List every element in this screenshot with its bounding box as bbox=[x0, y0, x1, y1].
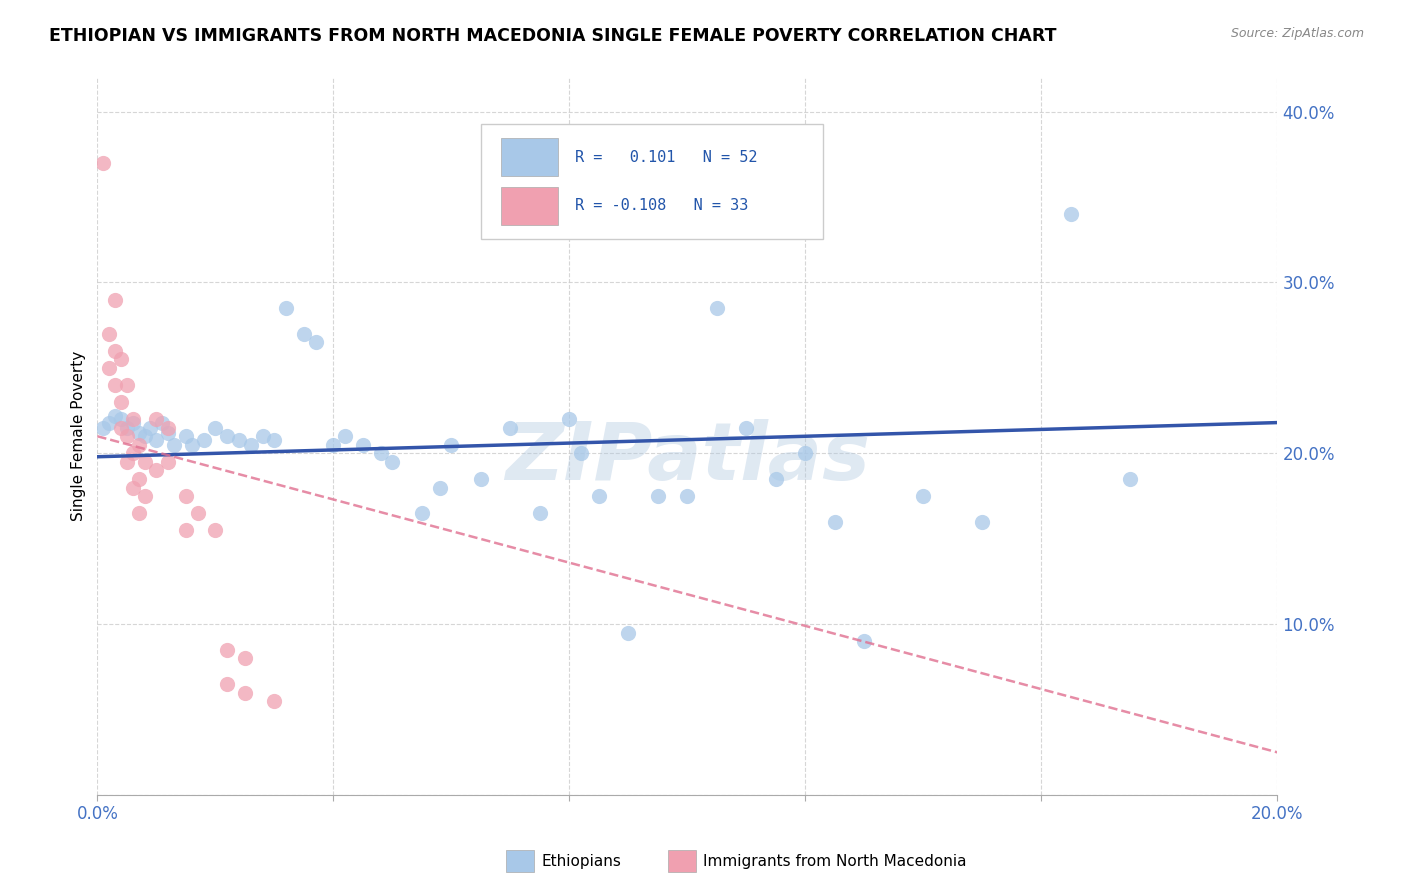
Point bbox=[121, 416, 143, 430]
Point bbox=[157, 425, 180, 440]
Point bbox=[174, 523, 197, 537]
Point bbox=[150, 416, 173, 430]
Point bbox=[187, 506, 209, 520]
Point bbox=[411, 506, 433, 520]
Point bbox=[110, 412, 132, 426]
Point bbox=[98, 360, 121, 375]
Point bbox=[322, 438, 344, 452]
Point bbox=[217, 677, 239, 691]
Point bbox=[647, 489, 669, 503]
Point bbox=[115, 455, 138, 469]
Point bbox=[1060, 207, 1083, 221]
Point bbox=[157, 420, 180, 434]
Point bbox=[128, 425, 150, 440]
Point bbox=[381, 455, 404, 469]
Point bbox=[370, 446, 392, 460]
Point bbox=[470, 472, 492, 486]
Point bbox=[98, 416, 121, 430]
Text: Immigrants from North Macedonia: Immigrants from North Macedonia bbox=[703, 855, 966, 869]
Point bbox=[121, 412, 143, 426]
Point bbox=[853, 634, 876, 648]
Point bbox=[706, 301, 728, 315]
Point bbox=[252, 429, 274, 443]
Point bbox=[134, 429, 156, 443]
Text: R = -0.108   N = 33: R = -0.108 N = 33 bbox=[575, 198, 748, 212]
Point bbox=[735, 420, 758, 434]
Point bbox=[174, 489, 197, 503]
Point bbox=[217, 643, 239, 657]
Text: ZIPatlas: ZIPatlas bbox=[505, 418, 870, 497]
Point bbox=[429, 481, 451, 495]
FancyBboxPatch shape bbox=[501, 187, 558, 225]
Point bbox=[121, 481, 143, 495]
Point bbox=[305, 335, 328, 350]
Point bbox=[115, 429, 138, 443]
Point bbox=[110, 352, 132, 367]
Point bbox=[972, 515, 994, 529]
Point bbox=[115, 378, 138, 392]
Point bbox=[145, 463, 167, 477]
Text: Source: ZipAtlas.com: Source: ZipAtlas.com bbox=[1230, 27, 1364, 40]
Point bbox=[529, 506, 551, 520]
Point bbox=[912, 489, 935, 503]
Point bbox=[292, 326, 315, 341]
Point bbox=[233, 651, 256, 665]
Text: ETHIOPIAN VS IMMIGRANTS FROM NORTH MACEDONIA SINGLE FEMALE POVERTY CORRELATION C: ETHIOPIAN VS IMMIGRANTS FROM NORTH MACED… bbox=[49, 27, 1057, 45]
Point bbox=[104, 378, 127, 392]
Point bbox=[134, 489, 156, 503]
Point bbox=[228, 433, 250, 447]
Point bbox=[333, 429, 356, 443]
Point bbox=[157, 455, 180, 469]
Point bbox=[174, 429, 197, 443]
Point bbox=[98, 326, 121, 341]
Point bbox=[588, 489, 610, 503]
Point bbox=[91, 420, 114, 434]
Text: R =   0.101   N = 52: R = 0.101 N = 52 bbox=[575, 151, 758, 165]
Point bbox=[440, 438, 463, 452]
Point bbox=[794, 446, 817, 460]
Point bbox=[239, 438, 262, 452]
FancyBboxPatch shape bbox=[501, 138, 558, 176]
Point bbox=[104, 293, 127, 307]
Point bbox=[121, 446, 143, 460]
Point bbox=[617, 625, 640, 640]
Point bbox=[569, 446, 592, 460]
Point bbox=[263, 694, 285, 708]
Point bbox=[263, 433, 285, 447]
Point bbox=[104, 343, 127, 358]
Point bbox=[1119, 472, 1142, 486]
Point bbox=[110, 420, 132, 434]
Y-axis label: Single Female Poverty: Single Female Poverty bbox=[72, 351, 86, 522]
Point bbox=[765, 472, 787, 486]
Point bbox=[115, 420, 138, 434]
Point bbox=[91, 156, 114, 170]
Point bbox=[276, 301, 298, 315]
Point bbox=[134, 455, 156, 469]
Point bbox=[163, 438, 186, 452]
Point bbox=[499, 420, 522, 434]
Point bbox=[128, 438, 150, 452]
Point bbox=[193, 433, 215, 447]
Point bbox=[139, 420, 162, 434]
Point bbox=[128, 506, 150, 520]
Point bbox=[128, 472, 150, 486]
Point bbox=[558, 412, 581, 426]
Point bbox=[824, 515, 846, 529]
Point bbox=[217, 429, 239, 443]
Point bbox=[233, 685, 256, 699]
Point bbox=[676, 489, 699, 503]
Point bbox=[204, 523, 226, 537]
Text: Ethiopians: Ethiopians bbox=[541, 855, 621, 869]
Point bbox=[180, 438, 202, 452]
Point bbox=[104, 409, 127, 423]
FancyBboxPatch shape bbox=[481, 124, 823, 239]
Point bbox=[204, 420, 226, 434]
Point bbox=[145, 433, 167, 447]
Point bbox=[145, 412, 167, 426]
Point bbox=[352, 438, 374, 452]
Point bbox=[110, 395, 132, 409]
